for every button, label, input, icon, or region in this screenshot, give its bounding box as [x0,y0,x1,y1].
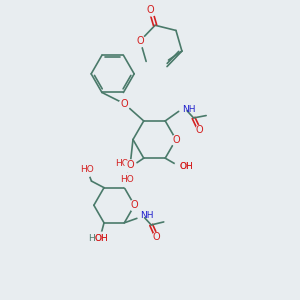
Text: O: O [131,200,138,210]
Text: NH: NH [182,105,196,114]
Text: O: O [172,134,180,145]
Text: OH: OH [94,234,108,243]
Text: OH: OH [180,162,193,171]
Text: O: O [147,5,154,15]
Text: HO: HO [120,175,134,184]
Text: O: O [172,134,180,145]
Text: O: O [136,36,144,46]
Text: OH: OH [180,162,193,171]
Text: O: O [131,200,138,210]
Text: O: O [121,99,128,109]
Text: H: H [88,234,95,243]
Text: O: O [147,5,154,15]
Text: O: O [121,99,128,109]
Text: O: O [126,160,134,170]
Text: O: O [153,232,160,242]
Text: NH: NH [140,212,153,220]
Text: OH: OH [94,234,108,243]
Text: O: O [196,125,203,136]
Text: HO: HO [80,165,94,174]
Text: O: O [136,36,144,46]
Text: O: O [126,160,134,170]
Text: HO: HO [115,159,129,168]
